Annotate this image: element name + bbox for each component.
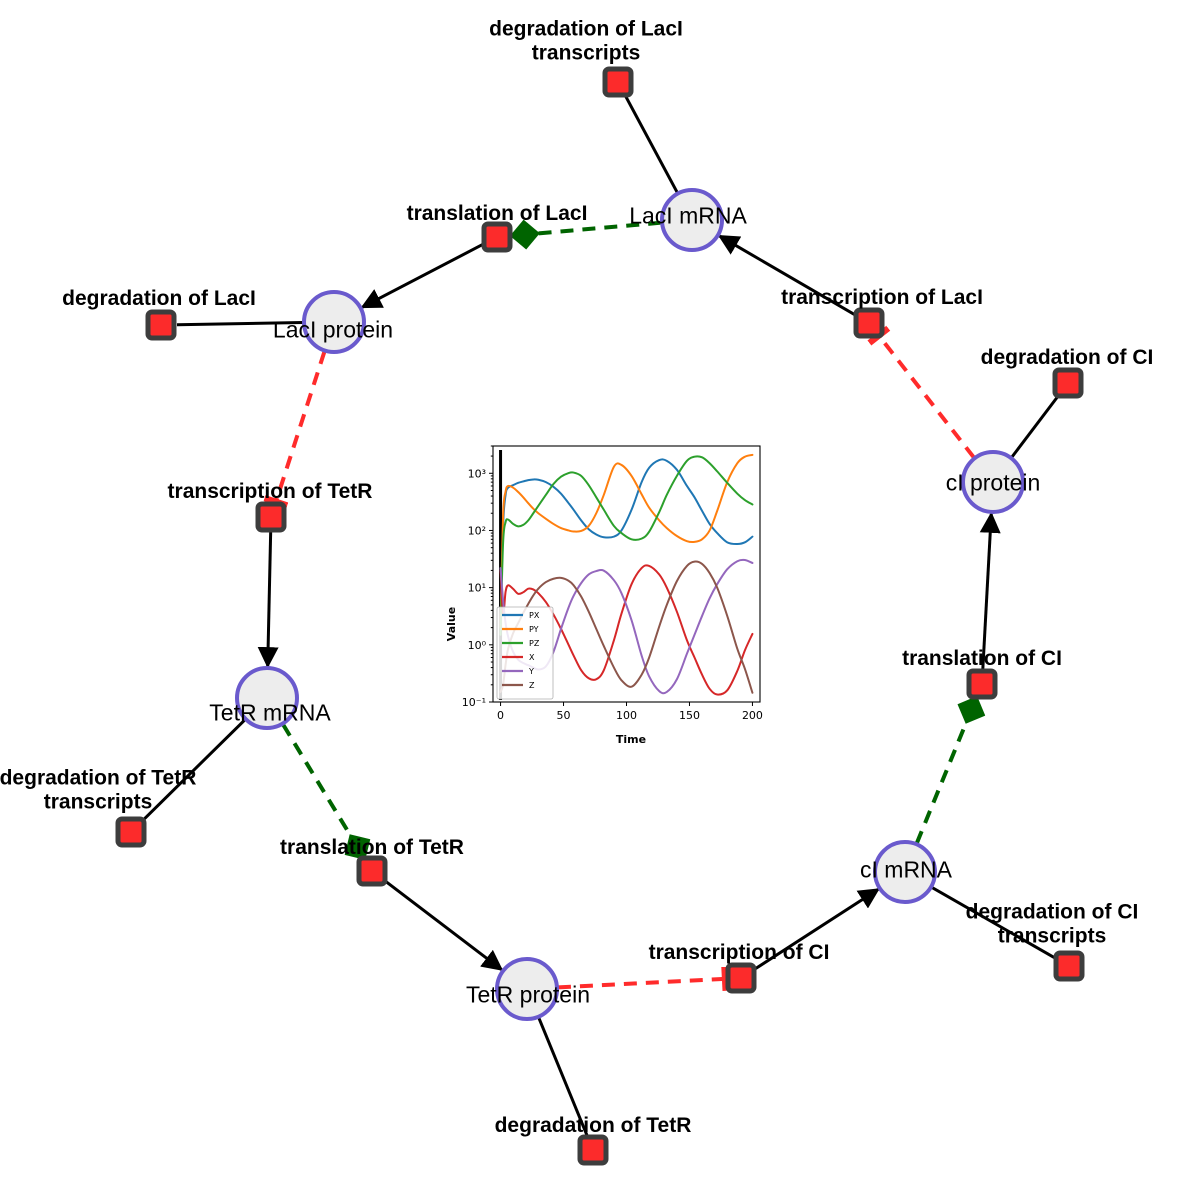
reaction-node-trl_laci[interactable]	[481, 221, 513, 253]
reaction-node-deg_tetr[interactable]	[577, 1134, 609, 1166]
chart-series-PX	[499, 458, 754, 629]
reaction-node-deg_tetr_tx[interactable]	[115, 816, 147, 848]
chart-y-tick-label: 10³	[468, 467, 486, 480]
reaction-node-tx_laci[interactable]	[853, 307, 885, 339]
reaction-square[interactable]	[145, 309, 177, 341]
reaction-square[interactable]	[1052, 367, 1084, 399]
edge-consumption	[537, 1017, 589, 1136]
species-node-tetr_mrna[interactable]	[235, 666, 299, 730]
edge-activation	[281, 723, 371, 860]
reaction-node-tx_ci[interactable]	[725, 962, 757, 994]
chart-series-PY	[499, 453, 754, 629]
edge-consumption	[141, 718, 246, 822]
reaction-node-tx_tetr[interactable]	[255, 501, 287, 533]
species-node-ci_mrna[interactable]	[873, 840, 937, 904]
reaction-node-deg_ci_tx[interactable]	[1053, 950, 1085, 982]
chart-legend-label-Y: Y	[528, 667, 534, 676]
chart-legend-label-PX: PX	[529, 611, 540, 620]
species-node-ci_prot[interactable]	[961, 450, 1025, 514]
species-circle[interactable]	[873, 840, 937, 904]
species-circle[interactable]	[302, 290, 366, 354]
chart-x-tick-label: 100	[616, 709, 637, 722]
chart-y-axis-label: Value	[445, 607, 458, 641]
species-circle[interactable]	[660, 188, 724, 252]
chart-y-tick-label: 10⁰	[468, 639, 487, 652]
chart-x-axis-label: Time	[616, 733, 646, 746]
edge-inhibition	[557, 966, 729, 991]
edge-inhibition	[867, 325, 976, 459]
species-node-laci_prot[interactable]	[302, 290, 366, 354]
chart-legend-label-X: X	[529, 653, 535, 662]
reaction-square[interactable]	[255, 501, 287, 533]
edge-consumption	[176, 321, 304, 327]
reaction-square[interactable]	[602, 66, 634, 98]
timecourse-chart: 10⁻¹ 10⁰ 10¹ 10² 10³ 0 50 100 150 200 PX PY PZ XYZ Ti…	[441, 434, 770, 754]
edge-production	[979, 511, 1001, 671]
reaction-square[interactable]	[577, 1134, 609, 1166]
edge-production	[751, 888, 880, 972]
reaction-node-deg_laci[interactable]	[145, 309, 177, 341]
species-circle[interactable]	[961, 450, 1025, 514]
chart-x-tick-label: 200	[742, 709, 763, 722]
chart-y-tick-label: 10¹	[468, 582, 486, 595]
chart-x-tick-label: 150	[679, 709, 700, 722]
chart-legend-label-Z: Z	[529, 681, 535, 690]
reaction-square[interactable]	[966, 668, 998, 700]
reaction-node-trl_ci[interactable]	[966, 668, 998, 700]
edge-consumption	[931, 886, 1056, 960]
chart-legend-label-PY: PY	[529, 625, 539, 634]
chart-y-tick-label: 10⁻¹	[462, 696, 486, 709]
chart-series-PZ	[499, 455, 754, 636]
reaction-square[interactable]	[1053, 950, 1085, 982]
edge-activation	[509, 219, 662, 250]
species-node-tetr_prot[interactable]	[495, 957, 559, 1021]
chart-series-X	[499, 564, 754, 696]
edge-consumption	[624, 95, 679, 194]
species-circle[interactable]	[235, 666, 299, 730]
reaction-square[interactable]	[853, 307, 885, 339]
chart-y-tick-label: 10²	[468, 524, 486, 537]
reaction-square[interactable]	[725, 962, 757, 994]
timecourse-plot-inset: 10⁻¹ 10⁰ 10¹ 10² 10³ 0 50 100 150 200 PX PY PZ X Y Z Ti…	[441, 434, 770, 754]
edge-layer	[141, 95, 1060, 1136]
edge-consumption	[1010, 394, 1060, 459]
reaction-node-deg_laci_tx[interactable]	[602, 66, 634, 98]
species-circle[interactable]	[495, 957, 559, 1021]
chart-legend-label-PZ: PZ	[529, 639, 540, 648]
reaction-square[interactable]	[481, 221, 513, 253]
edge-activation	[914, 696, 986, 845]
species-node-laci_mrna[interactable]	[660, 188, 724, 252]
reaction-node-deg_ci[interactable]	[1052, 367, 1084, 399]
node-layer	[115, 66, 1085, 1166]
edge-production	[382, 878, 504, 971]
reaction-node-trl_tetr[interactable]	[356, 855, 388, 887]
edge-inhibition	[263, 350, 327, 509]
edge-production	[257, 530, 279, 669]
edge-production	[360, 242, 486, 309]
edge-production	[717, 234, 858, 318]
chart-x-tick-label: 50	[557, 709, 571, 722]
chart-x-tick-label: 0	[497, 709, 504, 722]
reaction-square[interactable]	[115, 816, 147, 848]
reaction-square[interactable]	[356, 855, 388, 887]
